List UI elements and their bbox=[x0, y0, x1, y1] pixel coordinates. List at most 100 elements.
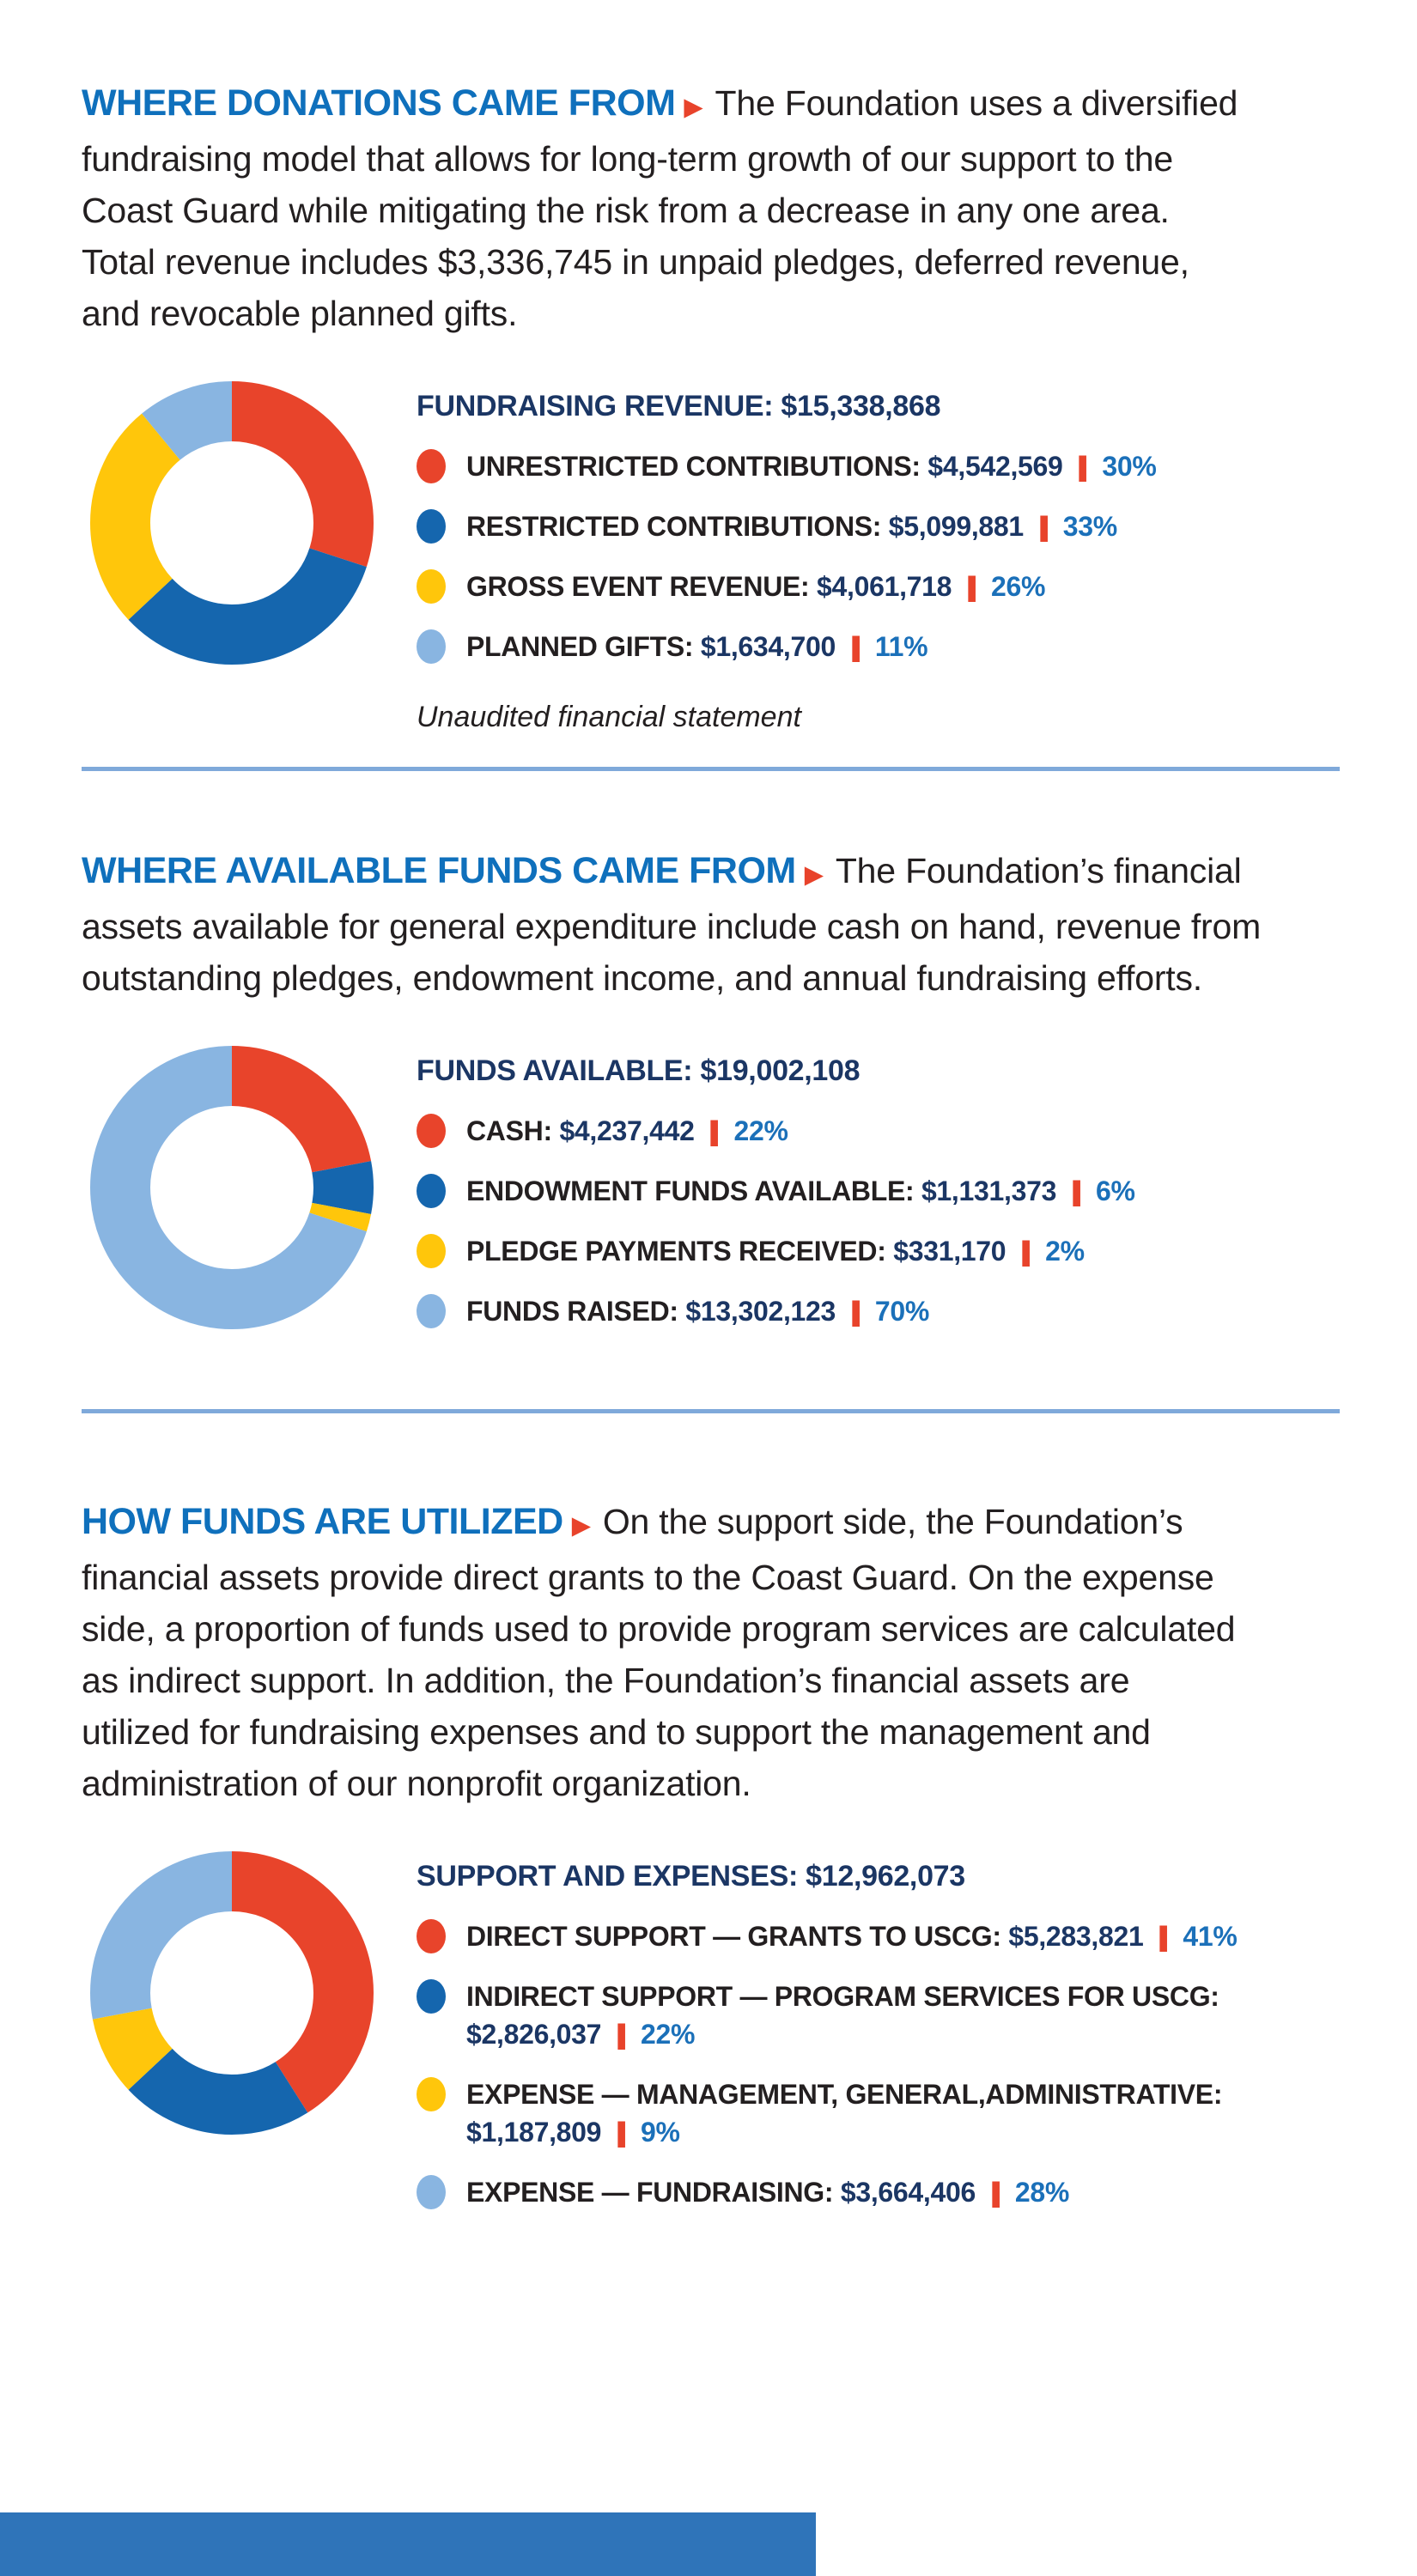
legend-dot-icon bbox=[417, 1174, 446, 1208]
legend-item-text: CASH: $4,237,442 | 22% bbox=[466, 1112, 788, 1150]
legend-item-percent: 22% bbox=[733, 1115, 788, 1146]
legend-item-label: EXPENSE — MANAGEMENT, GENERAL,ADMINISTRA… bbox=[466, 2079, 1223, 2110]
legend-item-value: $13,302,123 bbox=[685, 1296, 836, 1327]
report-content: WHERE DONATIONS CAME FROM ▶ The Foundation… bbox=[82, 0, 1340, 2233]
separator-bar-icon: | bbox=[847, 1296, 864, 1327]
legend-item: EXPENSE — FUNDRAISING: $3,664,406 | 28% bbox=[417, 2173, 1340, 2211]
legend-item-value: $1,187,809 bbox=[466, 2117, 602, 2148]
donut-slice bbox=[90, 1046, 374, 1329]
donut-chart bbox=[86, 1042, 378, 1334]
donut-slice bbox=[90, 1851, 374, 2135]
report-section: HOW FUNDS ARE UTILIZED ▶ On the support si… bbox=[82, 1413, 1340, 2233]
donut-slice bbox=[90, 381, 374, 665]
section-heading: WHERE AVAILABLE FUNDS CAME FROM bbox=[82, 850, 796, 891]
legend-dot-icon bbox=[417, 2175, 446, 2209]
legend-item: EXPENSE — MANAGEMENT, GENERAL,ADMINISTRA… bbox=[417, 2075, 1340, 2151]
donut-slice bbox=[90, 1851, 374, 2135]
report-section: WHERE AVAILABLE FUNDS CAME FROM ▶ The Foun… bbox=[82, 771, 1340, 1413]
section-heading: WHERE DONATIONS CAME FROM bbox=[82, 82, 676, 124]
section-intro-text: The Foundation’s financial assets availa… bbox=[82, 851, 1262, 998]
legend-item: CASH: $4,237,442 | 22% bbox=[417, 1112, 1340, 1150]
legend-item-value: $5,099,881 bbox=[888, 511, 1024, 542]
legend-note: Unaudited financial statement bbox=[417, 701, 801, 733]
report-section: WHERE DONATIONS CAME FROM ▶ The Foundation… bbox=[82, 0, 1340, 771]
legend-item-value: $331,170 bbox=[893, 1236, 1006, 1267]
legend-item-text: ENDOWMENT FUNDS AVAILABLE: $1,131,373 | … bbox=[466, 1172, 1135, 1210]
legend-item-percent: 9% bbox=[641, 2117, 680, 2148]
legend-item-text: RESTRICTED CONTRIBUTIONS: $5,099,881 | 3… bbox=[466, 507, 1117, 545]
legend-item-label: EXPENSE — FUNDRAISING: bbox=[466, 2177, 834, 2208]
legend-item-value: $1,131,373 bbox=[921, 1176, 1057, 1206]
legend-item-label: UNRESTRICTED CONTRIBUTIONS: bbox=[466, 451, 921, 482]
section-heading: HOW FUNDS ARE UTILIZED bbox=[82, 1501, 563, 1542]
section-divider bbox=[82, 767, 1340, 771]
donut-slice bbox=[90, 381, 374, 665]
separator-bar-icon: | bbox=[613, 2117, 629, 2148]
legend-item-percent: 41% bbox=[1183, 1921, 1238, 1952]
legend-dot-icon bbox=[417, 1919, 446, 1953]
legend-item-value: $4,061,718 bbox=[817, 571, 952, 602]
separator-bar-icon: | bbox=[1155, 1921, 1171, 1952]
legend-item-text: INDIRECT SUPPORT — PROGRAM SERVICES FOR … bbox=[466, 1978, 1219, 2053]
legend-item-label: FUNDS RAISED: bbox=[466, 1296, 678, 1327]
donut-chart bbox=[86, 1847, 378, 2139]
separator-bar-icon: | bbox=[847, 631, 864, 662]
donut-chart-svg bbox=[90, 1851, 374, 2135]
legend-dot-icon bbox=[417, 2077, 446, 2111]
separator-bar-icon: | bbox=[1035, 511, 1052, 542]
legend-item-text: GROSS EVENT REVENUE: $4,061,718 | 26% bbox=[466, 568, 1045, 605]
legend-total-value: $19,002,108 bbox=[700, 1054, 861, 1087]
legend-item: INDIRECT SUPPORT — PROGRAM SERVICES FOR … bbox=[417, 1978, 1340, 2053]
legend-dot-icon bbox=[417, 569, 446, 604]
separator-bar-icon: | bbox=[613, 2019, 629, 2050]
legend-item-text: PLANNED GIFTS: $1,634,700 | 11% bbox=[466, 628, 928, 665]
donut-chart-svg bbox=[90, 1046, 374, 1329]
legend-item-percent: 11% bbox=[874, 631, 928, 662]
chart-row: SUPPORT AND EXPENSES: $12,962,073 DIRECT… bbox=[82, 1847, 1340, 2233]
legend-item-label: INDIRECT SUPPORT — PROGRAM SERVICES FOR … bbox=[466, 1981, 1219, 2012]
legend-item-percent: 70% bbox=[874, 1296, 930, 1327]
legend-item-percent: 2% bbox=[1045, 1236, 1085, 1267]
arrow-right-icon: ▶ bbox=[684, 94, 703, 121]
legend-dot-icon bbox=[417, 509, 446, 544]
legend-total-label: SUPPORT AND EXPENSES: bbox=[417, 1860, 798, 1893]
legend-item-label: PLEDGE PAYMENTS RECEIVED: bbox=[466, 1236, 886, 1267]
legend-item-label: CASH: bbox=[466, 1115, 552, 1146]
legend-items: DIRECT SUPPORT — GRANTS TO USCG: $5,283,… bbox=[417, 1917, 1340, 2211]
legend-total-label: FUNDS AVAILABLE: bbox=[417, 1054, 693, 1087]
donut-chart-svg bbox=[90, 381, 374, 665]
legend-item-label: GROSS EVENT REVENUE: bbox=[466, 571, 810, 602]
legend-items: CASH: $4,237,442 | 22% ENDOWMENT FUNDS A… bbox=[417, 1112, 1340, 1330]
legend-dot-icon bbox=[417, 1114, 446, 1148]
legend-dot-icon bbox=[417, 449, 446, 483]
legend-item-value: $5,283,821 bbox=[1008, 1921, 1144, 1952]
legend-item: PLANNED GIFTS: $1,634,700 | 11% bbox=[417, 628, 1340, 665]
section-intro: WHERE AVAILABLE FUNDS CAME FROM ▶ The Foun… bbox=[82, 771, 1340, 1004]
legend-item-text: EXPENSE — MANAGEMENT, GENERAL,ADMINISTRA… bbox=[466, 2075, 1223, 2151]
legend-item-percent: 22% bbox=[641, 2019, 696, 2050]
donut-chart bbox=[86, 377, 378, 669]
separator-bar-icon: | bbox=[706, 1115, 722, 1146]
legend-item-text: EXPENSE — FUNDRAISING: $3,664,406 | 28% bbox=[466, 2173, 1069, 2211]
legend-items: UNRESTRICTED CONTRIBUTIONS: $4,542,569 |… bbox=[417, 447, 1340, 665]
section-divider bbox=[82, 1409, 1340, 1413]
arrow-right-icon: ▶ bbox=[571, 1512, 591, 1540]
legend-total-label: FUNDRAISING REVENUE: bbox=[417, 390, 774, 422]
legend-title: FUNDRAISING REVENUE: $15,338,868 bbox=[417, 387, 1340, 425]
chart-row: FUNDRAISING REVENUE: $15,338,868 UNRESTR… bbox=[82, 377, 1340, 736]
section-intro-text: On the support side, the Foundation’s fi… bbox=[82, 1502, 1236, 1803]
chart-legend: SUPPORT AND EXPENSES: $12,962,073 DIRECT… bbox=[417, 1847, 1340, 2233]
legend-dot-icon bbox=[417, 1234, 446, 1268]
legend-title: SUPPORT AND EXPENSES: $12,962,073 bbox=[417, 1857, 1340, 1895]
chart-legend: FUNDS AVAILABLE: $19,002,108 CASH: $4,23… bbox=[417, 1042, 1340, 1352]
legend-item-percent: 28% bbox=[1014, 2177, 1069, 2208]
legend-item: UNRESTRICTED CONTRIBUTIONS: $4,542,569 |… bbox=[417, 447, 1340, 485]
arrow-right-icon: ▶ bbox=[804, 861, 824, 889]
section-intro: HOW FUNDS ARE UTILIZED ▶ On the support si… bbox=[82, 1413, 1340, 1809]
legend-title: FUNDS AVAILABLE: $19,002,108 bbox=[417, 1052, 1340, 1090]
legend-total-value: $15,338,868 bbox=[781, 390, 941, 422]
legend-item-text: UNRESTRICTED CONTRIBUTIONS: $4,542,569 |… bbox=[466, 447, 1157, 485]
legend-item-text: FUNDS RAISED: $13,302,123 | 70% bbox=[466, 1292, 929, 1330]
legend-item-label: RESTRICTED CONTRIBUTIONS: bbox=[466, 511, 882, 542]
legend-item: PLEDGE PAYMENTS RECEIVED: $331,170 | 2% bbox=[417, 1232, 1340, 1270]
